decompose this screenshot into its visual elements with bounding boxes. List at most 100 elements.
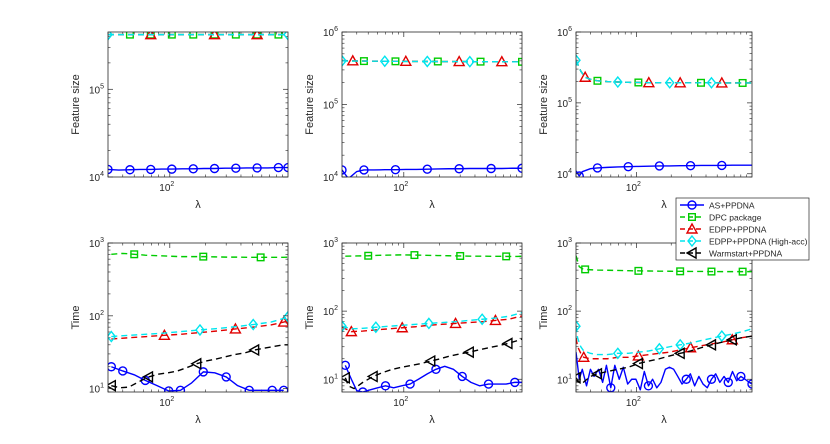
y-axis-label: Time: [70, 305, 82, 329]
plot-area: [576, 32, 752, 177]
y-tick-base: 10: [89, 173, 101, 184]
x-tick-base: 10: [626, 398, 638, 409]
data-point-edpp-ppdna: [632, 349, 645, 361]
y-axis-label: Time: [538, 305, 550, 329]
data-point-as-ppdna: [380, 381, 391, 391]
data-point-as-ppdna: [231, 163, 241, 173]
series-edpp-ppdna-high-acc: [108, 310, 288, 343]
data-point-as-ppdna: [643, 381, 654, 391]
series-group: [108, 250, 288, 392]
series-line-warmstart-ppdna: [576, 335, 752, 385]
series-edpp-ppdna: [111, 315, 288, 341]
data-point-warmstart-ppdna: [501, 337, 513, 350]
y-tick-base: 10: [323, 28, 335, 39]
data-point-warmstart-ppdna: [190, 357, 202, 370]
x-tick-exponent: 2: [637, 396, 641, 403]
data-point-as-ppdna: [576, 171, 584, 177]
series-warmstart-ppdna: [342, 337, 522, 390]
series-as-ppdna: [576, 160, 752, 177]
data-point-edpp-ppdna: [396, 321, 409, 333]
data-point-as-ppdna: [483, 379, 494, 389]
data-point-as-ppdna: [390, 165, 401, 175]
legend-entry-dpc-package: DPC package: [680, 212, 762, 222]
data-point-edpp-ppdna: [277, 315, 288, 327]
series-as-ppdna: [576, 352, 752, 392]
plot-area: [576, 243, 752, 392]
series-line-edpp-ppdna-high-acc: [342, 311, 522, 330]
y-tick-exponent: 6: [568, 26, 572, 33]
legend-entry-warmstart-ppdna: Warmstart+PPDNA: [680, 246, 782, 260]
y-tick-base: 10: [557, 99, 569, 110]
data-point-warmstart-ppdna: [248, 343, 260, 357]
series-group: [576, 255, 752, 392]
data-point-as-ppdna: [457, 371, 467, 382]
y-tick-label: 102: [323, 305, 338, 318]
data-point-warmstart-ppdna: [725, 333, 737, 346]
series-as-ppdna: [342, 163, 522, 177]
data-point-dpc-package: [738, 267, 747, 276]
series-line-edpp-ppdna-high-acc: [342, 60, 522, 63]
x-tick-exponent: 2: [637, 181, 641, 188]
data-point-as-ppdna: [736, 371, 746, 382]
data-point-as-ppdna: [359, 165, 369, 175]
data-point-warmstart-ppdna: [342, 371, 351, 385]
series-line-warmstart-ppdna: [111, 344, 288, 389]
data-point-as-ppdna: [422, 164, 432, 174]
y-tick-exponent: 2: [334, 305, 338, 312]
y-tick-exponent: 5: [334, 99, 338, 106]
data-point-as-ppdna: [358, 387, 368, 392]
x-tick-exponent: 2: [170, 181, 174, 188]
data-point-dpc-package: [634, 266, 643, 275]
series-edpp-ppdna: [576, 333, 752, 363]
data-point-edpp-ppdna-high-acc: [576, 320, 581, 333]
legend-marker: [687, 234, 697, 248]
legend-label: AS+PPDNA: [709, 200, 755, 210]
data-point-as-ppdna: [342, 360, 351, 371]
series-line-edpp-ppdna: [111, 320, 288, 340]
y-tick-base: 10: [89, 312, 101, 323]
data-point-as-ppdna: [108, 164, 113, 175]
y-tick-label: 105: [89, 83, 104, 96]
data-point-as-ppdna: [510, 377, 520, 388]
data-point-edpp-ppdna-high-acc: [379, 55, 390, 68]
data-point-as-ppdna: [706, 374, 717, 384]
x-tick-base: 10: [159, 183, 171, 194]
data-point-as-ppdna: [273, 162, 284, 173]
x-axis-label: λ: [661, 199, 667, 211]
data-point-dpc-package: [364, 251, 373, 260]
data-point-dpc-package: [707, 267, 716, 276]
y-tick-base: 10: [557, 28, 569, 39]
series-line-dpc-package: [576, 255, 752, 273]
x-tick-base: 10: [393, 398, 405, 409]
data-point-edpp-ppdna-high-acc: [716, 329, 727, 343]
legend-marker: [687, 200, 697, 210]
data-point-edpp-ppdna-high-acc: [248, 318, 259, 331]
series-line-as-ppdna: [576, 352, 752, 391]
data-point-as-ppdna: [654, 161, 665, 171]
x-tick-label: 102: [159, 181, 174, 194]
data-point-as-ppdna: [188, 164, 198, 174]
y-tick-base: 10: [323, 239, 335, 250]
x-tick-base: 10: [393, 183, 405, 194]
y-tick-label: 101: [557, 373, 572, 386]
legend-marker: [685, 246, 697, 260]
data-point-as-ppdna: [267, 385, 277, 392]
y-tick-label: 103: [323, 237, 338, 250]
data-point-as-ppdna: [723, 377, 733, 388]
data-point-dpc-package: [456, 251, 465, 260]
x-axis-label: λ: [429, 199, 435, 211]
x-tick-label: 102: [393, 181, 408, 194]
x-tick-label: 102: [393, 396, 408, 409]
series-as-ppdna: [342, 360, 522, 392]
data-point-as-ppdna: [167, 164, 177, 174]
minor-ticks: [341, 243, 522, 392]
y-tick-base: 10: [557, 307, 569, 318]
data-point-edpp-ppdna-high-acc: [612, 75, 623, 89]
data-point-as-ppdna: [244, 385, 254, 392]
y-tick-base: 10: [323, 307, 335, 318]
y-tick-exponent: 5: [100, 83, 104, 90]
series-line-edpp-ppdna-high-acc: [111, 316, 288, 338]
